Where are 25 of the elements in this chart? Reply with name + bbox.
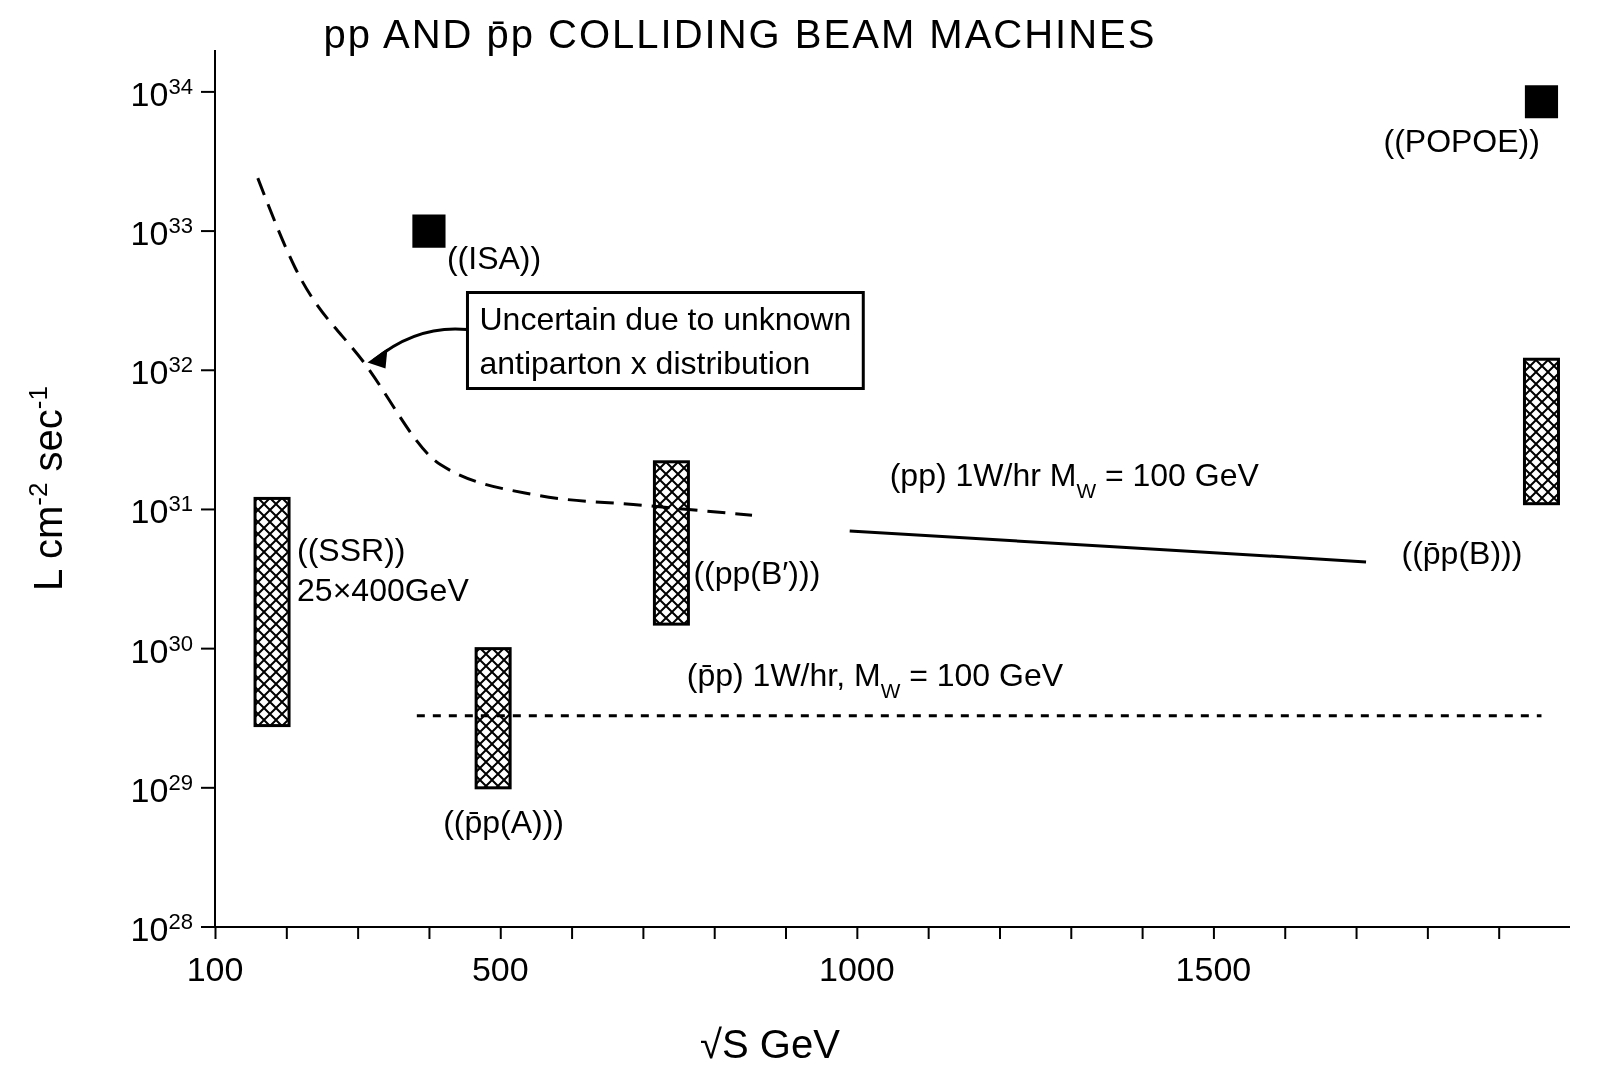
y-tick-label: 10$^{30}$ bbox=[130, 630, 193, 670]
annotation: ((p̄p(A))) bbox=[443, 803, 565, 840]
y-tick-label: 10$^{29}$ bbox=[130, 769, 193, 809]
y-tick-label: 10$^{28}$ bbox=[130, 908, 193, 948]
annotation: (p̄p) 1W/hr, M$_{W}$ = 100 GeV bbox=[686, 656, 1064, 702]
bar bbox=[1522, 357, 1560, 506]
annotation: ((pp(B′))) bbox=[693, 555, 821, 592]
chart-title: pp AND p̄p COLLIDING BEAM MACHINES bbox=[323, 12, 1157, 56]
annotation: ((p̄p(B))) bbox=[1401, 534, 1523, 571]
x-tick-label: 500 bbox=[471, 950, 529, 988]
bar bbox=[253, 496, 291, 728]
y-tick-label: 10$^{33}$ bbox=[130, 212, 193, 253]
annotation: ((ISA)) bbox=[446, 240, 542, 277]
annotation: ((SSR)) bbox=[297, 531, 406, 568]
x-tick-label: 1500 bbox=[1175, 950, 1252, 988]
x-tick-label: 100 bbox=[186, 950, 244, 988]
x-tick-label: 1000 bbox=[819, 950, 895, 988]
annotation: (pp) 1W/hr M$_{W}$ = 100 GeV bbox=[889, 457, 1260, 502]
x-axis-title: √S GeV bbox=[700, 1022, 841, 1066]
annotation: Uncertain due to unknown antiparton x distribution bbox=[479, 300, 852, 381]
annotation: ((POPOE)) bbox=[1383, 122, 1540, 159]
y-tick-label: 10$^{32}$ bbox=[130, 351, 193, 392]
annotation: 25×400GeV bbox=[297, 571, 470, 608]
y-tick-label: 10$^{31}$ bbox=[130, 490, 193, 531]
y-tick-label: 10$^{34}$ bbox=[130, 73, 193, 113]
